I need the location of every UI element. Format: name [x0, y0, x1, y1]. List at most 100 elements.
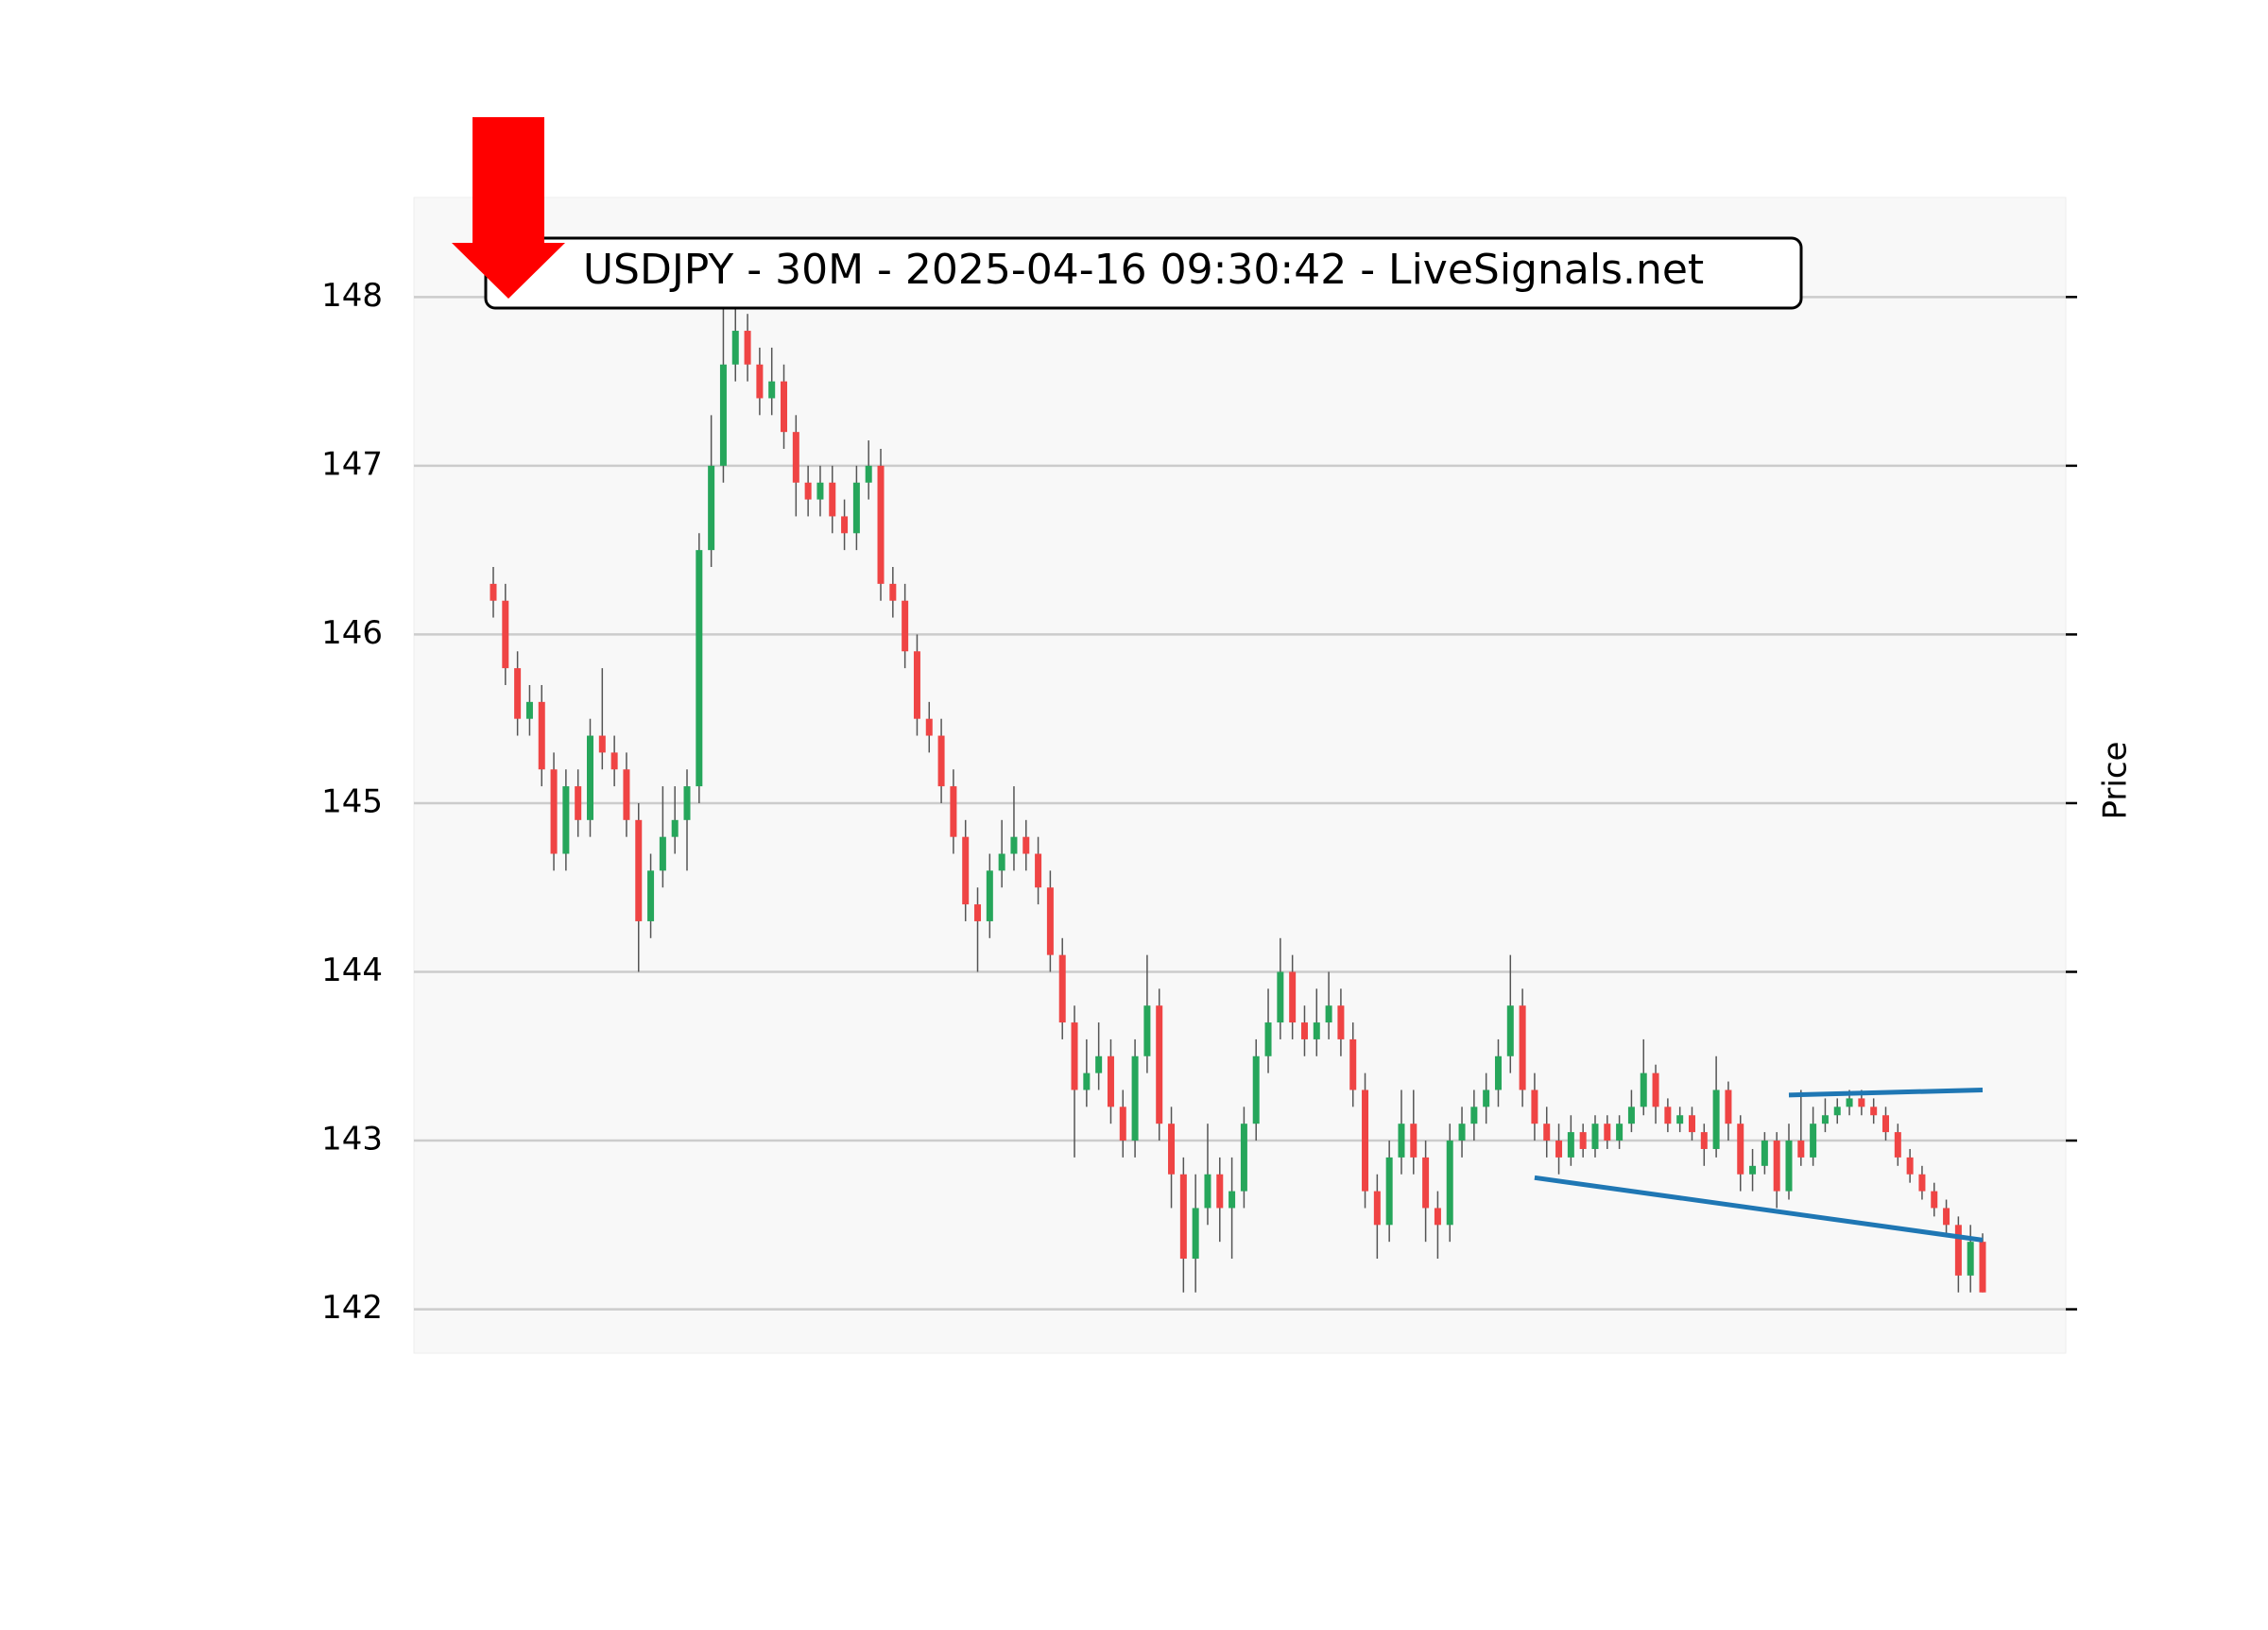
- candle-body: [877, 465, 885, 584]
- candle-body: [1894, 1132, 1901, 1158]
- candle-body: [1664, 1107, 1672, 1124]
- candle-body: [974, 904, 982, 921]
- candle-body: [1943, 1208, 1950, 1226]
- candle-body: [1240, 1124, 1247, 1192]
- candle-body: [1204, 1174, 1211, 1209]
- candle-body: [1870, 1107, 1878, 1116]
- candle-body: [1519, 1005, 1526, 1090]
- candle-body: [1422, 1157, 1430, 1209]
- candle-body: [768, 381, 776, 399]
- candle-body: [756, 364, 764, 399]
- candle-body: [1010, 836, 1018, 854]
- candle-body: [1143, 1005, 1151, 1056]
- candle-body: [514, 668, 522, 719]
- candle-body: [902, 600, 909, 652]
- candle-body: [1797, 1141, 1805, 1158]
- candle-body: [1918, 1174, 1926, 1192]
- candle-body: [1604, 1124, 1611, 1141]
- candle-body: [1749, 1165, 1757, 1175]
- candle-body: [1107, 1055, 1114, 1107]
- trendline: [1534, 1175, 1984, 1243]
- candle-body: [1627, 1107, 1635, 1124]
- candle-body: [1881, 1115, 1889, 1133]
- candle-body: [647, 870, 655, 921]
- candle-body: [525, 701, 533, 719]
- candle-body: [1046, 887, 1054, 955]
- candle-body: [1168, 1124, 1176, 1175]
- y-tick-label: 143: [321, 1121, 383, 1158]
- candle-body: [1385, 1157, 1393, 1226]
- y-tick-label: 146: [321, 614, 383, 652]
- candle-body: [1410, 1124, 1418, 1158]
- candle-body: [1131, 1055, 1139, 1141]
- candle-body: [1810, 1124, 1817, 1158]
- candle-body: [913, 651, 920, 719]
- candle-body: [1725, 1090, 1732, 1124]
- candle-body: [950, 786, 957, 837]
- candle-body: [1313, 1022, 1320, 1039]
- candle-body: [829, 482, 836, 517]
- signal-arrow: [452, 117, 565, 299]
- candle-body: [1846, 1098, 1853, 1107]
- candle-body: [1022, 836, 1030, 854]
- candle-body: [852, 482, 860, 534]
- candle-body: [816, 482, 824, 500]
- candle-body: [1228, 1191, 1236, 1209]
- candle-body: [1470, 1107, 1478, 1124]
- candle-body: [1616, 1124, 1624, 1141]
- candle-body: [781, 381, 788, 433]
- candle-body: [1531, 1090, 1538, 1124]
- candle-body: [1434, 1208, 1441, 1226]
- candle-body: [1035, 853, 1042, 888]
- candle-body: [1179, 1174, 1187, 1260]
- candle-body: [1506, 1005, 1514, 1056]
- candle-body: [1543, 1124, 1551, 1141]
- candle-body: [998, 853, 1005, 871]
- candle-body: [937, 735, 945, 787]
- y-tick-label: 147: [321, 445, 383, 483]
- y-tick-label: 142: [321, 1289, 383, 1327]
- candle-body: [1494, 1055, 1502, 1090]
- candle-body: [1833, 1107, 1841, 1116]
- candle-body: [865, 465, 872, 483]
- candle-body: [1362, 1090, 1369, 1192]
- candle-body: [1398, 1124, 1405, 1158]
- candle-body: [659, 836, 666, 871]
- y-axis-label: Price: [2097, 742, 2135, 820]
- candle-body: [1325, 1005, 1332, 1023]
- candle-body: [719, 364, 727, 466]
- candle-body: [1156, 1005, 1163, 1124]
- candle-body: [1300, 1022, 1308, 1039]
- candle-body: [1954, 1225, 1962, 1276]
- candle-body: [841, 516, 849, 534]
- candle-body: [1640, 1072, 1647, 1107]
- candle-body: [1979, 1242, 1986, 1293]
- candle-body: [1483, 1090, 1490, 1107]
- candle-body: [598, 735, 606, 753]
- y-tick-label: 145: [321, 782, 383, 820]
- marks: [490, 297, 1986, 1293]
- candle-body: [538, 701, 545, 770]
- candle-body: [575, 786, 582, 820]
- candle-body: [1579, 1132, 1587, 1149]
- candle-body: [1555, 1141, 1563, 1158]
- candle-body: [744, 331, 751, 365]
- candle-body: [490, 583, 497, 601]
- candle-body: [1773, 1141, 1780, 1192]
- candle-body: [1591, 1124, 1599, 1149]
- candle-body: [671, 819, 679, 837]
- candle-body: [731, 331, 739, 365]
- candle-body: [1712, 1090, 1720, 1149]
- candle-body: [1700, 1132, 1708, 1149]
- candle-body: [1095, 1055, 1103, 1073]
- candle-body: [1821, 1115, 1829, 1124]
- candle-body: [635, 819, 643, 921]
- candle-body: [1071, 1022, 1078, 1090]
- candle-body: [1192, 1208, 1199, 1260]
- candle-body: [1967, 1242, 1974, 1276]
- candle-body: [1931, 1191, 1938, 1209]
- candle-body: [696, 550, 703, 787]
- candle-body: [1652, 1072, 1659, 1107]
- candle-body: [1567, 1132, 1574, 1158]
